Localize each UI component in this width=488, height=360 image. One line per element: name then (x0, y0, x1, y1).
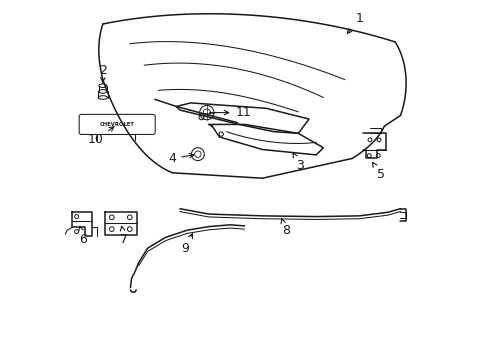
Text: 7: 7 (120, 226, 128, 246)
Text: 11: 11 (209, 106, 251, 119)
Text: 8: 8 (281, 218, 289, 237)
Text: 5: 5 (372, 162, 384, 181)
Text: 9: 9 (181, 234, 192, 255)
Text: CHEVROLET: CHEVROLET (100, 122, 134, 127)
Text: 6: 6 (79, 226, 87, 246)
Text: 2: 2 (99, 64, 106, 83)
Text: 10: 10 (87, 127, 114, 146)
Text: 3: 3 (292, 153, 304, 172)
Text: 4: 4 (168, 152, 194, 165)
Text: 1: 1 (346, 12, 363, 33)
